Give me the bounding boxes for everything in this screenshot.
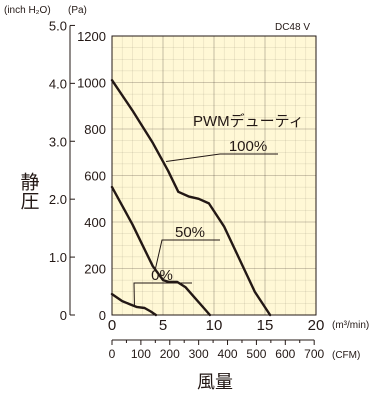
x-tick-label-cfm: 200 — [160, 347, 180, 361]
x-tick-label-cfm: 400 — [218, 347, 238, 361]
series-line — [110, 79, 272, 317]
y-tick-label-pa: 200 — [84, 262, 106, 277]
y-tick-labels-inch: 0 1.0 2.0 3.0 4.0 5.0 — [49, 18, 75, 323]
x-tick-labels-cfm: 0 100 200 300 400 500 600 700 — [109, 339, 325, 361]
x-tick-label: 5 — [159, 317, 167, 334]
y-tick-label-pa: 1000 — [77, 76, 106, 91]
series-label: 100% — [229, 138, 267, 155]
series-label-leader — [154, 239, 220, 272]
y-tick-label-inch: 1.0 — [49, 250, 67, 265]
y-tick-label-pa: 800 — [84, 122, 106, 137]
series-label-leader — [165, 153, 278, 163]
y-tick-label-pa: 400 — [84, 215, 106, 230]
x-tick-label: 20 — [308, 317, 325, 334]
y-unit-inch: (inch H₂O) — [4, 5, 51, 16]
y-tick-label-pa: 600 — [84, 169, 106, 184]
series-line — [110, 292, 158, 317]
y-tick-label-inch: 2.0 — [49, 192, 67, 207]
grid — [112, 36, 316, 315]
plot-frame — [111, 35, 317, 316]
y-tick-label-pa: 1200 — [77, 29, 106, 44]
y-tick-label-inch: 3.0 — [49, 134, 67, 149]
x-tick-label: 0 — [108, 317, 116, 334]
x-tick-label-cfm: 500 — [246, 347, 266, 361]
y-unit-pa: (Pa) — [68, 5, 87, 16]
series-line — [110, 185, 212, 317]
x-tick-label: 10 — [206, 317, 223, 334]
x-unit-secondary: (CFM) — [332, 350, 360, 361]
x-tick-label-cfm: 300 — [189, 347, 209, 361]
x-tick-labels: 0 5 10 15 20 — [108, 317, 325, 334]
x-tick-label-cfm: 700 — [304, 347, 324, 361]
series-label: 50% — [175, 224, 205, 241]
chart-title: DC48 V — [275, 22, 310, 33]
y-axis-label: 静圧 — [18, 172, 40, 210]
series-curves: 100% 50% 0% — [110, 79, 278, 317]
x-tick-label-cfm: 0 — [109, 347, 116, 361]
y-tick-label-inch: 5.0 — [49, 18, 67, 33]
x-tick-label: 15 — [257, 317, 274, 334]
legend-title: PWMデューティ — [193, 112, 304, 130]
series-label: 0% — [151, 267, 173, 284]
x-tick-label-cfm: 600 — [275, 347, 295, 361]
plot-area — [112, 36, 316, 315]
y-tick-label-inch: 0 — [60, 308, 67, 323]
y-tick-label-pa: 0 — [99, 308, 106, 323]
x-tick-label-cfm: 100 — [131, 347, 151, 361]
x-unit-primary: (m³/min) — [332, 320, 369, 331]
x-axis-label: 風量 — [197, 372, 233, 392]
series-label-leader — [133, 282, 192, 306]
y-tick-label-inch: 4.0 — [49, 76, 67, 91]
y-tick-labels-pa: 0 200 400 600 800 1000 1200 — [77, 29, 106, 323]
